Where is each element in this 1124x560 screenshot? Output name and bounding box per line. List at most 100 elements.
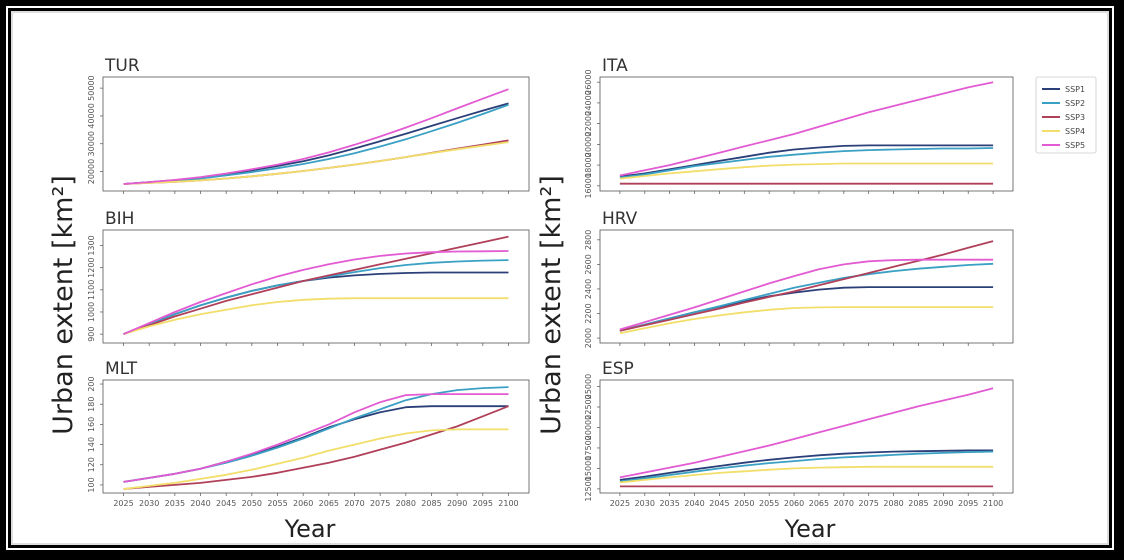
y-tick-label-tur-0: 20000 — [87, 159, 96, 184]
x-tick-label-mlt-1: 2030 — [139, 499, 159, 508]
x-tick-label-esp-2: 2035 — [659, 499, 679, 508]
series-line-hrv-ssp2 — [619, 262, 994, 332]
plot-area-bih — [102, 229, 530, 344]
y-tick-label-bih-1: 1000 — [87, 302, 96, 322]
y-tick-label-esp-4: 22500 — [584, 394, 593, 419]
series-line-ita-ssp1 — [619, 144, 994, 178]
series-line-mlt-ssp5 — [123, 393, 509, 483]
y-tick-label-ita-4: 24000 — [584, 90, 593, 115]
x-tick-label-esp-15: 2100 — [983, 499, 1003, 508]
x-tick-label-esp-8: 2065 — [809, 499, 829, 508]
legend-label-ssp1: SSP1 — [1065, 85, 1085, 94]
plot-area-ita — [599, 76, 1014, 192]
x-tick-label-mlt-6: 2055 — [267, 499, 287, 508]
panel-title-bih: BIH — [105, 209, 134, 229]
series-line-bih-ssp3 — [123, 235, 509, 335]
x-tick-label-mlt-14: 2095 — [473, 499, 493, 508]
series-line-hrv-ssp5 — [619, 258, 994, 331]
x-tick-label-esp-6: 2055 — [759, 499, 779, 508]
series-line-mlt-ssp4 — [123, 428, 509, 490]
x-tick-label-esp-4: 2045 — [709, 499, 729, 508]
legend: SSP1 SSP2 SSP3 SSP4 SSP5 — [1035, 76, 1097, 154]
series-line-esp-ssp5 — [619, 387, 994, 479]
panel-title-hrv: HRV — [602, 209, 638, 229]
legend-label-ssp3: SSP3 — [1065, 113, 1085, 122]
y-tick-label-mlt-5: 200 — [87, 376, 96, 391]
y-tick-label-bih-2: 1100 — [87, 280, 96, 300]
y-tick-label-hrv-3: 2600 — [584, 254, 593, 274]
y-tick-label-bih-0: 900 — [87, 326, 96, 341]
x-tick-label-esp-9: 2070 — [834, 499, 854, 508]
legend-label-ssp4: SSP4 — [1065, 127, 1085, 136]
x-tick-label-mlt-10: 2075 — [370, 499, 390, 508]
y-tick-label-esp-1: 15000 — [584, 456, 593, 481]
y-tick-label-hrv-4: 2800 — [584, 230, 593, 250]
panel-bih: BIH 900 1000 1100 1200 1300 — [87, 209, 530, 346]
series-line-hrv-ssp4 — [619, 306, 994, 335]
x-tick-label-mlt-11: 2080 — [396, 499, 416, 508]
series-line-esp-ssp2 — [619, 450, 994, 483]
series-line-tur-ssp4 — [123, 141, 509, 185]
x-tick-label-esp-11: 2080 — [883, 499, 903, 508]
panel-mlt: MLT 100 120 140 160 180 200 2025 2030 2035 2040 204… — [87, 359, 530, 508]
series-line-ita-ssp4 — [619, 162, 994, 180]
panel-title-tur: TUR — [104, 56, 140, 76]
x-axis-label-left: Year — [284, 515, 336, 543]
y-tick-label-mlt-4: 180 — [87, 397, 96, 412]
y-tick-label-ita-3: 22000 — [584, 111, 593, 136]
y-tick-label-ita-5: 26000 — [584, 69, 593, 94]
y-tick-label-ita-0: 16000 — [584, 173, 593, 198]
panel-title-ita: ITA — [602, 56, 628, 76]
y-tick-label-bih-4: 1300 — [87, 235, 96, 255]
x-tick-label-esp-3: 2040 — [684, 499, 704, 508]
plot-area-mlt — [102, 379, 530, 494]
x-tick-label-mlt-5: 2050 — [242, 499, 262, 508]
series-line-hrv-ssp3 — [619, 240, 994, 332]
y-axis-label-left: Urban extent [km²] — [48, 175, 79, 435]
y-tick-label-esp-3: 20000 — [584, 415, 593, 440]
series-line-ita-ssp2 — [619, 147, 994, 179]
x-tick-label-mlt-4: 2045 — [216, 499, 236, 508]
y-tick-label-mlt-0: 100 — [87, 477, 96, 492]
x-tick-label-esp-12: 2085 — [908, 499, 928, 508]
x-tick-label-mlt-7: 2060 — [293, 499, 313, 508]
x-tick-label-mlt-2: 2035 — [165, 499, 185, 508]
plot-area-tur — [102, 76, 530, 192]
series-line-tur-ssp5 — [123, 88, 509, 185]
y-tick-label-esp-0: 12500 — [584, 476, 593, 501]
y-tick-label-hrv-1: 2200 — [584, 303, 593, 323]
y-tick-label-mlt-3: 160 — [87, 417, 96, 432]
y-tick-label-hrv-0: 2000 — [584, 328, 593, 348]
legend-box — [1035, 76, 1097, 154]
y-axis-label-right: Urban extent [km²] — [536, 175, 567, 435]
series-line-bih-ssp5 — [123, 250, 509, 335]
y-tick-label-ita-2: 20000 — [584, 132, 593, 157]
x-tick-label-esp-1: 2030 — [635, 499, 655, 508]
x-tick-label-esp-0: 2025 — [610, 499, 630, 508]
x-tick-label-esp-5: 2050 — [734, 499, 754, 508]
y-tick-label-mlt-1: 120 — [87, 457, 96, 472]
legend-label-ssp2: SSP2 — [1065, 99, 1085, 108]
x-tick-label-mlt-0: 2025 — [113, 499, 133, 508]
y-tick-label-esp-2: 17500 — [584, 435, 593, 460]
panel-hrv: HRV 2000 2200 2400 2600 2800 — [584, 209, 1014, 348]
x-tick-label-mlt-13: 2090 — [447, 499, 467, 508]
y-tick-label-tur-2: 40000 — [87, 103, 96, 128]
panel-title-mlt: MLT — [105, 359, 138, 379]
x-tick-label-mlt-12: 2085 — [421, 499, 441, 508]
y-tick-label-tur-1: 30000 — [87, 131, 96, 156]
y-tick-label-hrv-2: 2400 — [584, 279, 593, 299]
x-tick-label-esp-14: 2095 — [958, 499, 978, 508]
series-line-ita-ssp5 — [619, 81, 994, 177]
y-tick-label-bih-3: 1200 — [87, 257, 96, 277]
y-tick-label-ita-1: 18000 — [584, 152, 593, 177]
series-line-esp-ssp1 — [619, 449, 994, 481]
x-tick-label-mlt-15: 2100 — [498, 499, 518, 508]
x-tick-label-mlt-9: 2070 — [344, 499, 364, 508]
series-line-tur-ssp2 — [123, 103, 509, 185]
panel-title-esp: ESP — [602, 359, 634, 379]
x-tick-label-mlt-8: 2065 — [319, 499, 339, 508]
y-tick-label-esp-5: 25000 — [584, 374, 593, 399]
